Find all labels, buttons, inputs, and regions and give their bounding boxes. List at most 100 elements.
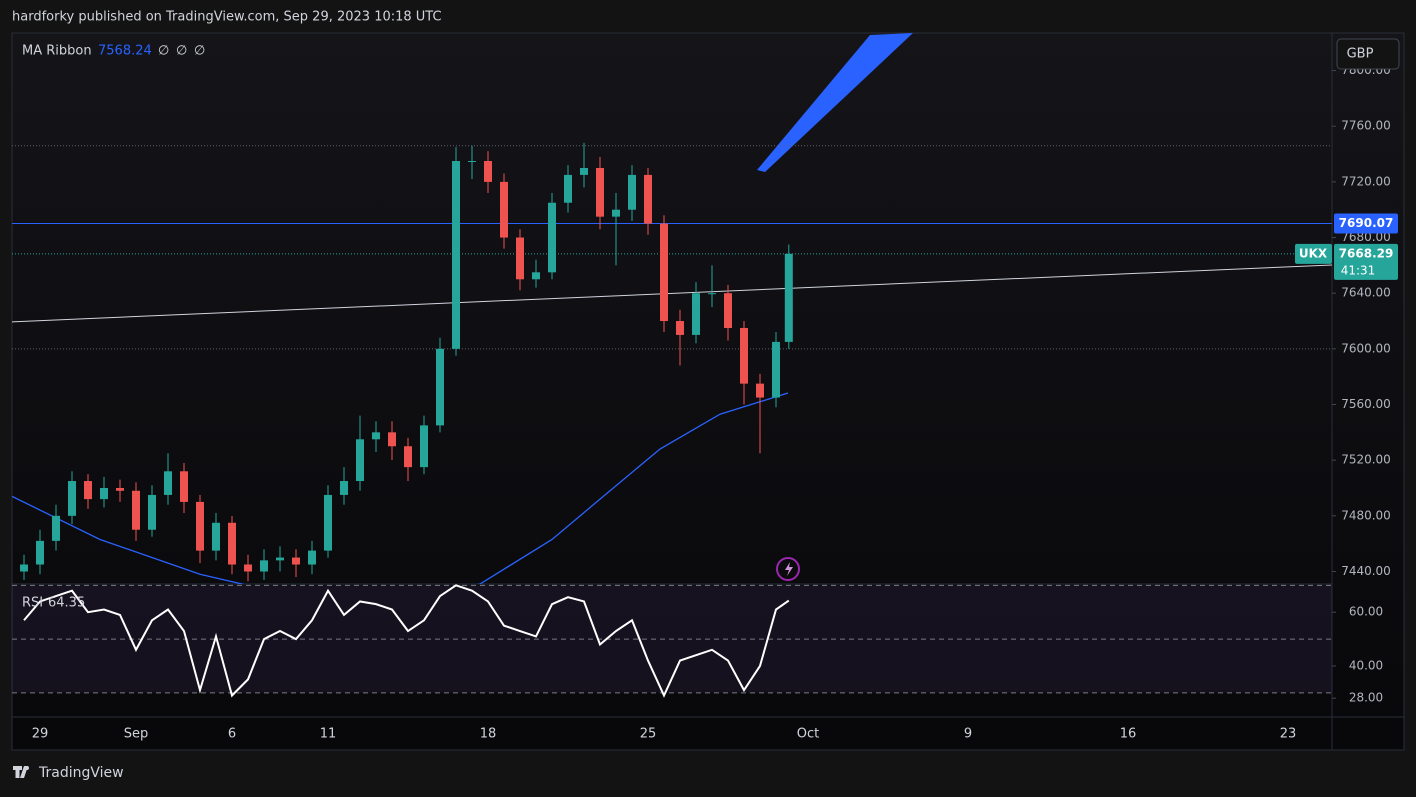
candle-body	[468, 161, 476, 163]
candle-body	[564, 174, 572, 203]
candle-body	[196, 501, 204, 551]
brand-logo-dot	[25, 766, 29, 770]
x-tick-label: 18	[480, 727, 497, 742]
x-tick-label: Sep	[124, 727, 149, 742]
x-tick-label: 9	[964, 727, 972, 742]
x-tick-label: 16	[1120, 727, 1137, 742]
candle-body	[84, 481, 92, 500]
x-tick-label: 25	[640, 727, 657, 742]
candle-body	[276, 557, 284, 561]
candle-body	[532, 272, 540, 280]
y-tick-label: 7600.00	[1341, 341, 1391, 355]
x-tick-label: Oct	[797, 727, 819, 742]
y-tick-label: 7480.00	[1341, 508, 1391, 522]
candle-body	[772, 341, 780, 398]
candle-body	[180, 471, 188, 502]
candle-body	[52, 515, 60, 541]
candle-body	[164, 471, 172, 495]
candle-body	[404, 446, 412, 468]
symbol-badge-text: UKX	[1299, 246, 1328, 260]
indicator-placeholder: ∅	[158, 44, 169, 59]
indicator-value: 7568.24	[98, 44, 152, 59]
candle-body	[244, 564, 252, 572]
candle-body	[612, 209, 620, 217]
candle-body	[436, 348, 444, 426]
candle-body	[212, 522, 220, 551]
candle-body	[740, 327, 748, 384]
x-tick-label: 23	[1280, 727, 1297, 742]
trendline	[12, 264, 1332, 323]
axes: 29 Sep 6 11 18 25 Oct 9 16 23 7440.00 7480.00 7520.0…	[32, 63, 1391, 741]
candle-body	[660, 223, 668, 322]
candle-body	[724, 293, 732, 328]
price-badge-text: 7668.29	[1339, 246, 1394, 260]
price-badge	[1334, 243, 1398, 280]
arrow-drawing	[757, 33, 913, 172]
y-tick-label: 28.00	[1349, 691, 1383, 705]
event-icon[interactable]	[776, 557, 800, 581]
indicator-name: MA Ribbon	[22, 44, 92, 59]
brand-name: TradingView	[38, 765, 124, 781]
indicator-placeholder: ∅	[176, 44, 187, 59]
chart-frame	[11, 32, 1405, 751]
y-tick-label: 7520.00	[1341, 453, 1391, 467]
candle-body	[356, 439, 364, 482]
indicator-placeholder: ∅	[194, 44, 205, 59]
rsi-pane	[12, 584, 1332, 698]
level-badge	[1334, 213, 1398, 234]
y-tick-label: 7640.00	[1341, 286, 1391, 300]
candle-body	[132, 490, 140, 530]
candle-body	[260, 560, 268, 572]
candle-body	[68, 481, 76, 516]
candle-body	[388, 432, 396, 447]
event-icon-bolt	[785, 562, 793, 576]
candle-body	[548, 202, 556, 273]
candle-body	[228, 522, 236, 565]
rsi-line	[23, 584, 790, 698]
currency-button[interactable]	[1336, 38, 1400, 70]
candle-body	[292, 557, 300, 565]
candle-body	[324, 494, 332, 551]
candle-body	[692, 293, 700, 335]
candle-body	[580, 167, 588, 175]
candle-body	[452, 161, 460, 349]
x-tick-label: 6	[228, 727, 236, 742]
candle-body	[116, 487, 124, 491]
candle-body	[596, 167, 604, 217]
candle-body	[148, 494, 156, 530]
candle-body	[100, 487, 108, 500]
price-badges: 7690.07 UKX 7668.29 41:31	[1295, 213, 1398, 280]
y-tick-label: 7720.00	[1341, 174, 1391, 188]
x-tick-label: 29	[32, 727, 49, 742]
y-tick-label: 7680.00	[1341, 230, 1391, 244]
brand-logo	[13, 766, 28, 778]
currency-label: GBP	[1347, 47, 1374, 62]
level-badge-text: 7690.07	[1339, 216, 1394, 230]
y-tick-label: 7760.00	[1341, 119, 1391, 133]
candle-body	[784, 253, 793, 342]
rsi-value: 64.35	[48, 596, 85, 611]
candle-body	[644, 174, 652, 224]
price-timer: 41:31	[1341, 263, 1376, 277]
y-tick-label: 7560.00	[1341, 397, 1391, 411]
y-tick-label: 60.00	[1349, 605, 1383, 619]
candle-body	[20, 564, 28, 572]
rsi-name: RSI	[22, 596, 43, 611]
x-tick-label: 11	[320, 727, 337, 742]
candle-body	[756, 383, 764, 398]
ma-line	[12, 392, 789, 584]
candle-body	[36, 540, 44, 565]
main-pane	[12, 33, 1332, 584]
candle-body	[676, 321, 684, 335]
candle-body	[708, 293, 716, 295]
candle-body	[628, 174, 636, 210]
candle-body	[372, 432, 380, 440]
symbol-badge	[1295, 243, 1332, 264]
candle-body	[500, 181, 508, 238]
candle-body	[516, 237, 524, 280]
candle-body	[420, 425, 428, 468]
publish-info: hardforky published on TradingView.com, …	[12, 10, 442, 25]
y-tick-label: 40.00	[1349, 658, 1383, 672]
